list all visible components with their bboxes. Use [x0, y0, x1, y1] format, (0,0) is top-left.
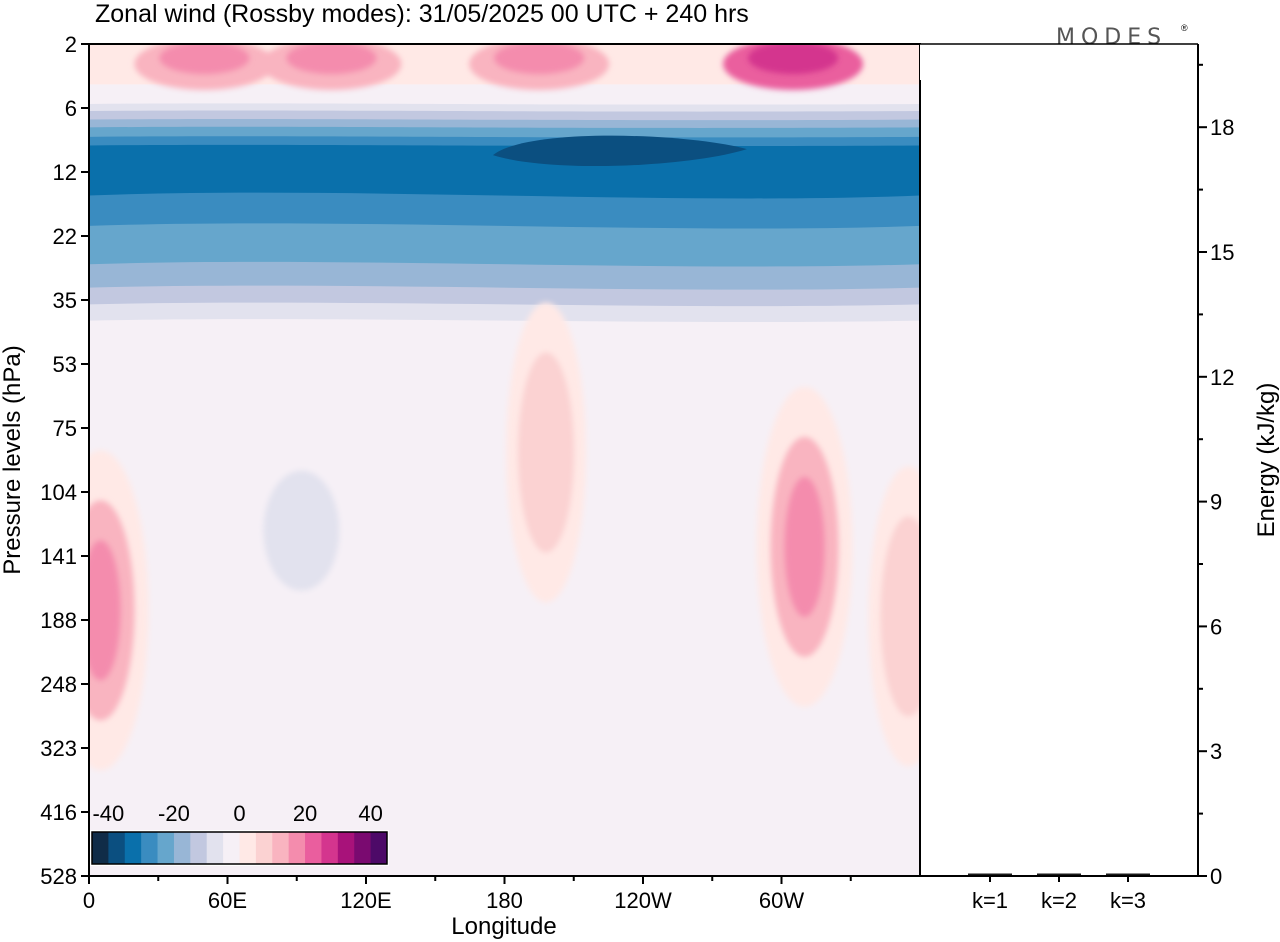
x-tick-label: 0 — [83, 888, 95, 913]
colorbar-swatch — [354, 832, 372, 864]
y-tick-label: 12 — [53, 160, 77, 185]
positive-anomaly-core — [89, 540, 121, 681]
colorbar-swatch — [305, 832, 322, 864]
energy-category-label: k=1 — [972, 888, 1008, 913]
colorbar-swatch — [288, 832, 306, 864]
energy-tick-label: 3 — [1210, 739, 1222, 764]
positive-anomaly — [880, 516, 920, 717]
energy-tick-label: 6 — [1210, 614, 1222, 639]
energy-bar — [968, 873, 1012, 875]
y-tick-label: 323 — [40, 736, 77, 761]
colorbar-frame — [91, 831, 388, 865]
colorbar-swatch — [141, 832, 159, 864]
colorbar-swatch — [272, 832, 290, 864]
energy-panel-bg — [920, 44, 1198, 876]
colorbar-swatch — [206, 832, 224, 864]
colorbar-swatch — [370, 832, 388, 864]
colorbar-swatch — [124, 832, 142, 864]
energy-tick-label: 9 — [1210, 490, 1222, 515]
colorbar-tick-label: -20 — [158, 801, 190, 826]
positive-anomaly-core — [784, 476, 825, 617]
y-tick-label: 2 — [65, 32, 77, 57]
y-tick-label: 35 — [53, 288, 77, 313]
energy-category-label: k=3 — [1110, 888, 1146, 913]
energy-axis-label: Energy (kJ/kg) — [1253, 383, 1280, 538]
x-tick-label: 180 — [486, 888, 523, 913]
heatmap-cell — [159, 44, 250, 74]
colorbar-tick-label: 20 — [293, 801, 317, 826]
energy-tick-label: 12 — [1210, 365, 1234, 390]
y-tick-label: 6 — [65, 96, 77, 121]
colorbar: -40 -20 0 20 40 — [90, 801, 389, 866]
y-tick-label: 141 — [40, 544, 77, 569]
energy-tick-label: 15 — [1210, 240, 1234, 265]
x-tick-label: 60E — [208, 888, 247, 913]
positive-anomaly — [518, 352, 575, 553]
y-tick-label: 528 — [40, 864, 77, 889]
y-tick-label: 75 — [53, 416, 77, 441]
colorbar-swatch — [92, 832, 109, 864]
x-tick-label: 60W — [759, 888, 804, 913]
colorbar-tick-label: -40 — [92, 801, 124, 826]
heatmap-band — [89, 144, 920, 199]
heatmap-cell — [748, 44, 839, 74]
colorbar-swatch — [173, 832, 191, 864]
colorbar-tick-label: 40 — [358, 801, 382, 826]
energy-bar — [1037, 873, 1081, 875]
x-tick-label: 120E — [340, 888, 391, 913]
y-tick-label: 188 — [40, 608, 77, 633]
colorbar-tick-label: 0 — [233, 801, 245, 826]
x-axis-label: Longitude — [451, 913, 556, 940]
y-axis-label: Pressure levels (hPa) — [0, 345, 26, 574]
colorbar-swatch — [108, 832, 126, 864]
energy-tick-label: 0 — [1210, 864, 1222, 889]
energy-category-label: k=2 — [1041, 888, 1077, 913]
pressure-axis: 2 6 12 22 35 53 75 104 141 188 248 323 416 528 — [40, 32, 89, 889]
jet-core — [492, 135, 747, 167]
colorbar-swatch — [190, 832, 208, 864]
colorbar-swatch — [223, 832, 240, 864]
colorbar-swatch — [337, 832, 355, 864]
y-tick-label: 248 — [40, 672, 77, 697]
energy-bar — [1106, 873, 1150, 875]
y-tick-label: 22 — [53, 224, 77, 249]
y-tick-label: 416 — [40, 800, 77, 825]
energy-tick-label: 18 — [1210, 115, 1234, 140]
y-tick-label: 104 — [40, 480, 77, 505]
colorbar-swatch — [321, 832, 339, 864]
colorbar-swatch — [239, 832, 257, 864]
chart-title: Zonal wind (Rossby modes): 31/05/2025 00… — [95, 0, 749, 28]
logo-registered-mark: ® — [1181, 23, 1188, 33]
negative-anomaly-outer — [833, 764, 914, 876]
colorbar-swatch — [157, 832, 175, 864]
heatmap-cell — [494, 44, 585, 74]
negative-anomaly-outer — [644, 482, 725, 643]
heatmap-cell — [286, 44, 377, 74]
longitude-axis: 0 60E 120E 180 120W 60W — [83, 876, 852, 913]
energy-axis: 0 3 6 9 12 15 18 — [1198, 63, 1234, 889]
energy-bars: k=1 k=2 k=3 — [968, 873, 1150, 913]
colorbar-swatch — [255, 832, 273, 864]
y-tick-label: 53 — [53, 352, 77, 377]
zonal-wind-heatmap — [89, 44, 920, 876]
negative-anomaly-core — [263, 470, 340, 591]
x-tick-label: 120W — [614, 888, 672, 913]
